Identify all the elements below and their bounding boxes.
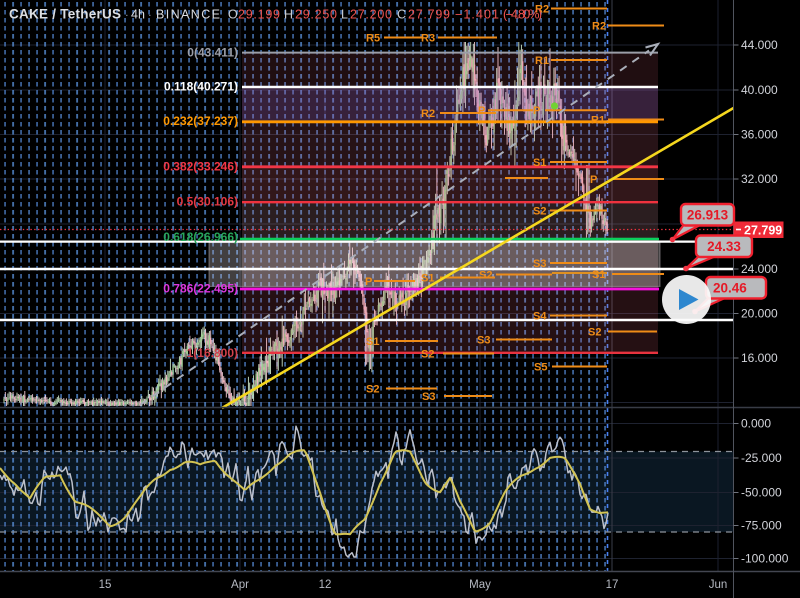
svg-text:(−4.80%): (−4.80%) [503, 8, 542, 22]
svg-text:32.000: 32.000 [741, 172, 778, 186]
svg-text:-100.000: -100.000 [741, 552, 789, 566]
svg-text:P: P [590, 174, 597, 186]
svg-text:May: May [469, 579, 491, 591]
svg-text:20.000: 20.000 [741, 307, 778, 321]
svg-text:R2: R2 [535, 3, 549, 15]
svg-text:0(43.411): 0(43.411) [187, 46, 238, 60]
svg-text:-50.000: -50.000 [741, 486, 782, 500]
svg-text:S2: S2 [588, 326, 601, 338]
svg-text:CAKE / TetherUS: CAKE / TetherUS [9, 7, 121, 22]
svg-text:29.250: 29.250 [295, 8, 337, 22]
svg-text:1(16.800): 1(16.800) [187, 346, 238, 360]
svg-text:27.799: 27.799 [744, 223, 782, 237]
svg-text:24.000: 24.000 [741, 262, 778, 276]
svg-text:R1: R1 [535, 55, 549, 67]
svg-text:R5: R5 [366, 32, 380, 44]
svg-text:S1: S1 [366, 336, 379, 348]
svg-text:S2: S2 [533, 205, 546, 217]
svg-text:P: P [533, 105, 540, 117]
svg-text:L: L [341, 8, 348, 22]
svg-text:0.5(30.106): 0.5(30.106) [177, 195, 238, 209]
svg-text:S4: S4 [533, 310, 547, 322]
svg-text:-75.000: -75.000 [741, 519, 782, 533]
svg-text:·: · [148, 10, 152, 22]
svg-text:H: H [284, 8, 293, 22]
svg-text:0.382(33.246): 0.382(33.246) [163, 159, 238, 173]
svg-text:27.799: 27.799 [408, 8, 450, 22]
svg-text:0.000: 0.000 [741, 417, 771, 431]
svg-text:26.913: 26.913 [687, 207, 729, 222]
svg-text:40.000: 40.000 [741, 83, 778, 97]
svg-text:15: 15 [99, 579, 112, 591]
svg-text:C: C [397, 8, 406, 22]
svg-text:P: P [365, 276, 372, 288]
svg-text:0.232(37.237): 0.232(37.237) [163, 114, 238, 128]
svg-text:Apr: Apr [231, 579, 249, 591]
svg-text:R1: R1 [591, 114, 605, 126]
svg-text:4h: 4h [131, 8, 145, 22]
svg-text:16.000: 16.000 [741, 351, 778, 365]
svg-text:27.200: 27.200 [350, 8, 392, 22]
svg-text:O: O [228, 8, 238, 22]
svg-text:20.46: 20.46 [713, 280, 747, 295]
svg-text:S2: S2 [366, 383, 379, 395]
svg-text:12: 12 [319, 579, 332, 591]
svg-text:R2: R2 [421, 108, 435, 120]
svg-text:Jun: Jun [709, 579, 728, 591]
svg-text:S1: S1 [421, 272, 434, 284]
svg-text:S3: S3 [533, 258, 546, 270]
svg-text:−1.401: −1.401 [455, 8, 499, 22]
svg-text:S3: S3 [477, 334, 490, 346]
svg-text:S1: S1 [533, 157, 546, 169]
svg-text:36.000: 36.000 [741, 128, 778, 142]
svg-text:29.199: 29.199 [238, 8, 280, 22]
svg-text:0.118(40.271): 0.118(40.271) [164, 80, 238, 94]
svg-text:S2: S2 [479, 269, 492, 281]
svg-text:24.33: 24.33 [707, 239, 741, 254]
svg-text:0.786(22.495): 0.786(22.495) [163, 281, 238, 295]
svg-text:S2: S2 [421, 348, 434, 360]
svg-text:S5: S5 [534, 361, 547, 373]
svg-text:S3: S3 [422, 391, 435, 403]
svg-text:-25.000: -25.000 [741, 451, 782, 465]
svg-text:P: P [478, 105, 485, 117]
svg-text:17: 17 [606, 579, 619, 591]
svg-text:·: · [125, 10, 129, 22]
svg-text:R2: R2 [592, 20, 606, 32]
svg-text:R3: R3 [421, 32, 435, 44]
svg-text:44.000: 44.000 [741, 38, 778, 52]
svg-text:S1: S1 [592, 269, 605, 281]
svg-text:0.618(26.966): 0.618(26.966) [163, 230, 238, 244]
svg-text:BINANCE: BINANCE [156, 8, 220, 22]
